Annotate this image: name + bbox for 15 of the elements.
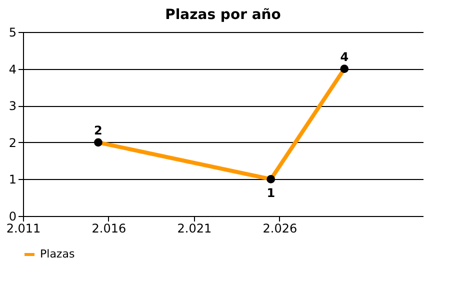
legend-label: Plazas (40, 248, 75, 260)
y-tick-label: 3 (8, 99, 16, 114)
data-label: 2 (94, 123, 102, 138)
chart-title: Plazas por año (165, 7, 282, 23)
y-tick-label: 5 (8, 26, 16, 40)
y-tick-label: 0 (8, 210, 16, 224)
data-label: 4 (340, 50, 349, 64)
x-tick-label: 2.016 (92, 222, 126, 236)
y-tick-label: 2 (8, 136, 16, 150)
data-label: 1 (266, 186, 276, 200)
y-tick-label: 1 (8, 172, 16, 187)
x-tick-label: 2.026 (262, 222, 298, 236)
x-tick-label: 2.021 (177, 222, 212, 236)
x-tick-label: 2.011 (6, 222, 41, 236)
y-tick-label: 4 (8, 62, 16, 76)
